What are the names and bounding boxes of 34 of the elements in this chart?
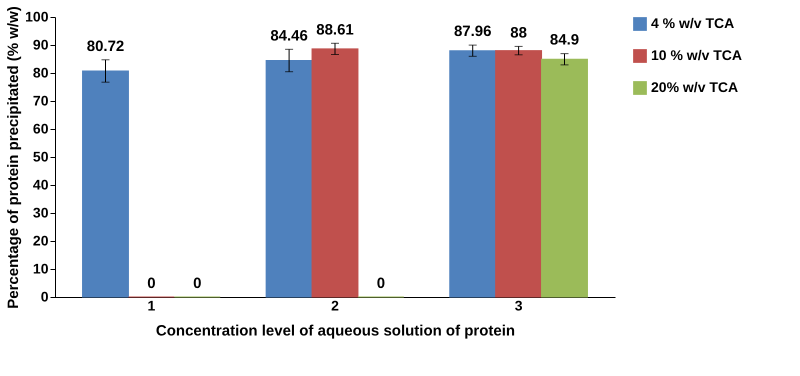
y-tick-label: 0 (40, 288, 49, 304)
data-label: 88.61 (316, 21, 354, 38)
x-tick-label: 1 (147, 298, 156, 314)
legend-label: 20% w/v TCA (651, 79, 738, 95)
bar (312, 48, 358, 298)
bar (449, 50, 496, 298)
x-tick-label: 3 (514, 298, 523, 314)
bar (541, 58, 588, 298)
bar (266, 60, 313, 298)
y-tick-label: 10 (32, 260, 49, 276)
bar (82, 70, 129, 298)
y-tick-label: 20 (32, 232, 49, 248)
y-tick-label: 50 (32, 148, 49, 164)
legend-label: 10 % w/v TCA (651, 47, 742, 63)
data-label: 88 (510, 24, 527, 42)
x-axis-title: Concentration level of aqueous solution of protein (156, 322, 516, 340)
y-tick-label: 80 (32, 64, 49, 80)
y-tick-label: 30 (32, 204, 49, 220)
y-tick-label: 70 (32, 92, 49, 108)
x-tick-label: 2 (331, 298, 340, 314)
data-label: 0 (147, 275, 156, 292)
legend-label: 4 % w/v TCA (651, 15, 734, 31)
data-label: 84.46 (270, 27, 308, 44)
data-label: 0 (193, 275, 202, 292)
data-label: 84.9 (550, 32, 580, 49)
y-tick-label: 90 (32, 36, 49, 52)
data-label: 0 (376, 275, 386, 292)
bar (495, 50, 542, 298)
data-label: 80.72 (86, 38, 124, 55)
y-axis-title: Percentage of protein precipitated (% w/w) (5, 6, 22, 309)
data-label: 87.96 (454, 23, 492, 40)
y-tick-label: 40 (32, 176, 49, 192)
y-tick-label: 100 (25, 8, 49, 24)
y-tick-label: 60 (32, 120, 49, 136)
